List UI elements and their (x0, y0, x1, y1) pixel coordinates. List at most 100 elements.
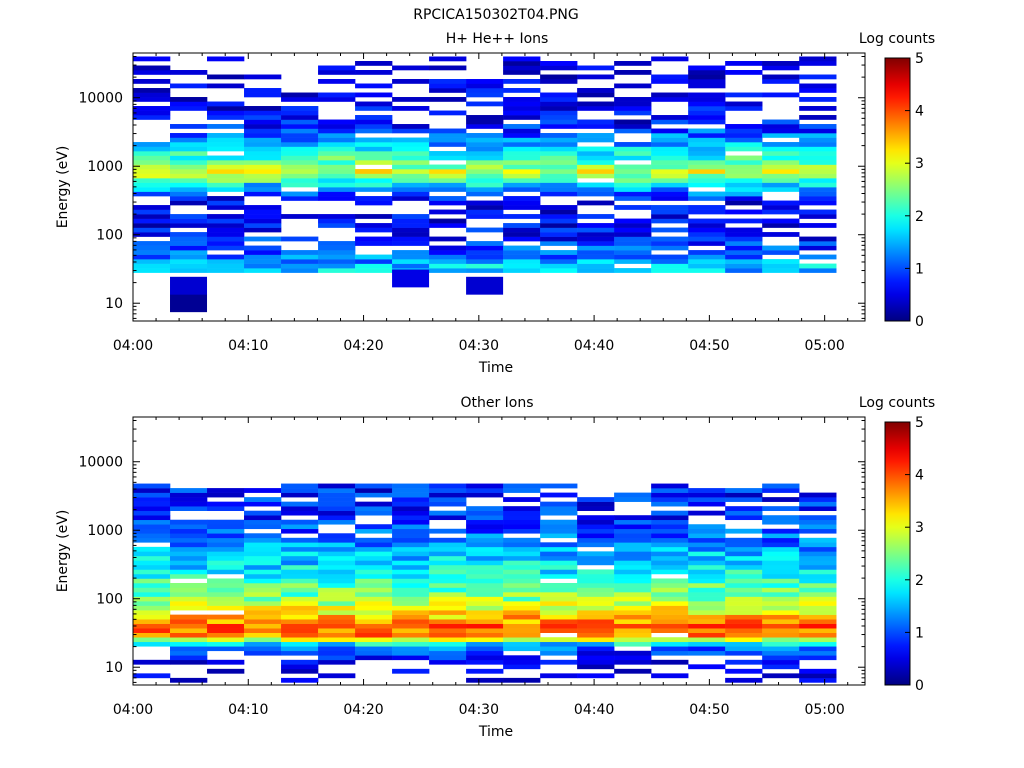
heatmap-cell (503, 519, 541, 525)
heatmap-cell (355, 488, 393, 493)
heatmap-cell (281, 628, 319, 633)
heatmap-cell (244, 164, 282, 170)
heatmap-cell (540, 227, 578, 233)
heatmap-cell (392, 650, 430, 656)
heatmap-cell (133, 614, 171, 620)
heatmap-cell (466, 124, 504, 129)
heatmap-cell (466, 650, 504, 656)
heatmap-cell (133, 605, 171, 611)
heatmap-cell (281, 601, 319, 606)
heatmap-cell (207, 223, 245, 228)
heatmap-cell (503, 137, 541, 143)
heatmap-cell (244, 146, 282, 152)
heatmap-cell (725, 245, 763, 251)
heatmap-cell (540, 106, 578, 111)
heatmap-cell (503, 164, 541, 170)
heatmap-cell (392, 628, 430, 633)
heatmap-cell (281, 110, 319, 116)
heatmap-cell (392, 164, 430, 170)
heatmap-cell (503, 646, 541, 652)
heatmap-cell (429, 564, 467, 570)
heatmap-cell (355, 115, 393, 120)
heatmap-cell (429, 173, 467, 179)
heatmap-cell (614, 110, 652, 116)
heatmap-cell (318, 542, 356, 548)
heatmap-cell (540, 646, 578, 652)
heatmap-cell (392, 223, 430, 228)
heatmap-cell (614, 592, 652, 597)
heatmap-cell (762, 569, 800, 575)
heatmap-cell (244, 587, 282, 593)
heatmap-cell (207, 74, 245, 80)
heatmap-cell (133, 254, 171, 260)
y-tick-label: 1000 (87, 523, 123, 539)
heatmap-cell (281, 564, 319, 570)
heatmap-cell (540, 110, 578, 116)
heatmap-cell (577, 254, 615, 260)
heatmap-cell (170, 151, 208, 156)
heatmap-cell (429, 83, 467, 89)
heatmap-cell (762, 164, 800, 170)
heatmap-cell (762, 515, 800, 521)
heatmap-cell (281, 555, 319, 561)
heatmap-cell (688, 115, 726, 120)
heatmap-cell (762, 528, 800, 534)
heatmap-cell (281, 632, 319, 638)
heatmap-cell (725, 263, 763, 269)
heatmap-cell (651, 592, 689, 597)
colorbar-tick-label: 0 (915, 678, 924, 694)
heatmap-cell (503, 205, 541, 210)
heatmap-cell (318, 137, 356, 143)
heatmap-cell (244, 596, 282, 602)
heatmap-cell (651, 497, 689, 502)
heatmap-cell (466, 142, 504, 147)
heatmap-cell (651, 614, 689, 620)
heatmap-cell (133, 182, 171, 188)
heatmap-cell (429, 659, 467, 665)
heatmap-cell (170, 173, 208, 179)
x-tick-label: 04:50 (689, 702, 729, 718)
heatmap-cell (170, 655, 208, 661)
heatmap-cell (651, 187, 689, 192)
heatmap-cell (799, 555, 837, 561)
heatmap-cell (170, 524, 208, 530)
heatmap-cell (540, 191, 578, 197)
heatmap-cell (207, 551, 245, 557)
heatmap-cell (540, 97, 578, 102)
heatmap-cell (392, 569, 430, 575)
heatmap-cell (133, 164, 171, 170)
heatmap-cell (207, 205, 245, 210)
heatmap-cell (244, 578, 282, 584)
heatmap-cell (355, 83, 393, 89)
heatmap-cell (133, 573, 171, 579)
heatmap-cell (170, 623, 208, 629)
heatmap-cell (281, 646, 319, 652)
heatmap-cell (762, 673, 800, 679)
heatmap-cell (725, 182, 763, 188)
heatmap-cell (688, 564, 726, 570)
heatmap-cell (429, 650, 467, 656)
heatmap-cell (577, 555, 615, 561)
heatmap-cell (651, 483, 689, 489)
heatmap-cell (651, 128, 689, 134)
heatmap-cell (133, 551, 171, 557)
heatmap-cell (207, 537, 245, 543)
heatmap-cell (503, 61, 541, 66)
heatmap-cell (318, 551, 356, 557)
heatmap-cell (170, 537, 208, 543)
heatmap-cell (170, 232, 208, 237)
heatmap-cell (799, 573, 837, 579)
heatmap-cell (799, 569, 837, 575)
heatmap-cell (503, 497, 541, 502)
heatmap-cell (651, 610, 689, 615)
heatmap-cell (577, 578, 615, 584)
heatmap-cell (540, 673, 578, 679)
heatmap-cell (207, 83, 245, 89)
heatmap-cell (799, 268, 837, 273)
heatmap-cell (207, 632, 245, 638)
heatmap-cell (799, 601, 837, 606)
heatmap-cell (466, 537, 504, 543)
heatmap-cell (651, 587, 689, 593)
heatmap-cell (577, 263, 615, 269)
heatmap-cell (133, 142, 171, 147)
